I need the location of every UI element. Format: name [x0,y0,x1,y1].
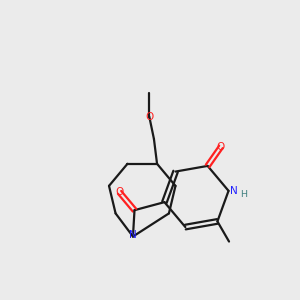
Text: N: N [230,186,238,196]
Text: N: N [129,230,137,240]
Text: H: H [241,190,248,199]
Text: O: O [145,112,153,122]
Text: O: O [116,188,124,197]
Text: O: O [217,142,225,152]
